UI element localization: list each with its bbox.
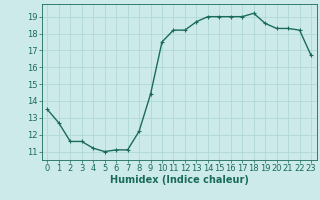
X-axis label: Humidex (Indice chaleur): Humidex (Indice chaleur) bbox=[110, 175, 249, 185]
